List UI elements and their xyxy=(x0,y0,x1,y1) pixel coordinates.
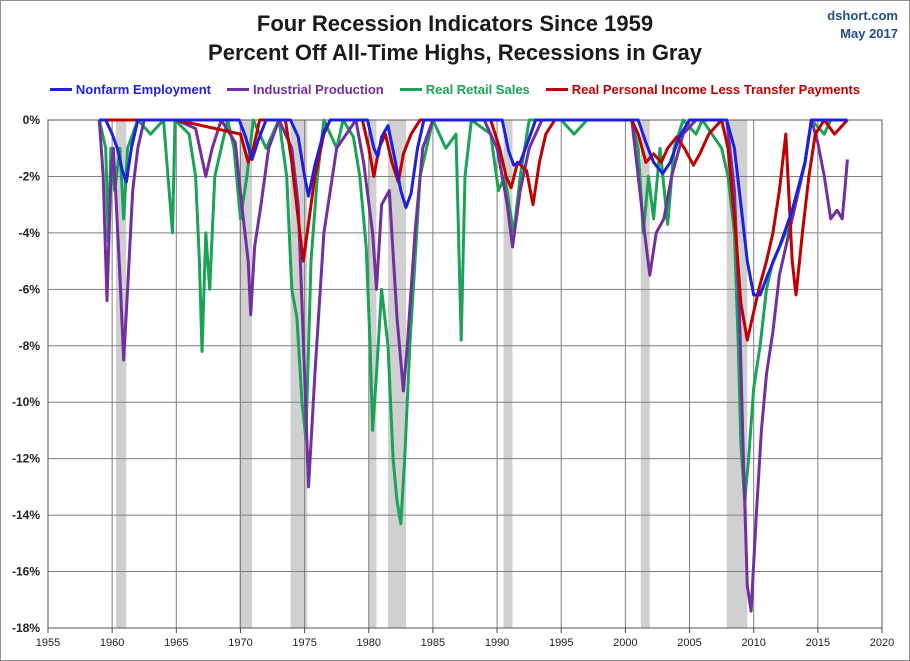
x-tick-label: 1955 xyxy=(36,637,60,649)
recession-band xyxy=(503,120,513,628)
x-tick-label: 2010 xyxy=(741,637,765,649)
legend: Nonfarm Employment Industrial Production… xyxy=(0,82,910,97)
legend-item-industrial-production: Industrial Production xyxy=(226,82,384,97)
legend-label: Nonfarm Employment xyxy=(75,82,211,97)
y-tick-label: -12% xyxy=(12,452,40,466)
legend-label: Real Retail Sales xyxy=(425,82,530,97)
chart-subtitle: Percent Off All-Time Highs, Recessions i… xyxy=(208,40,702,65)
recession-band xyxy=(726,120,748,628)
x-tick-label: 1960 xyxy=(100,637,124,649)
x-tick-label: 1975 xyxy=(292,637,316,649)
y-tick-label: -18% xyxy=(12,621,40,635)
legend-item-nonfarm-employment: Nonfarm Employment xyxy=(49,82,211,97)
source-name: dshort.com xyxy=(827,8,898,23)
y-tick-label: -4% xyxy=(19,226,41,240)
legend-item-real-retail-sales: Real Retail Sales xyxy=(399,82,530,97)
x-tick-label: 1980 xyxy=(357,637,381,649)
x-tick-label: 2015 xyxy=(806,637,830,649)
y-tick-label: -2% xyxy=(19,169,41,183)
legend-swatch xyxy=(399,88,422,91)
legend-swatch xyxy=(49,88,72,91)
x-tick-label: 1985 xyxy=(421,637,445,649)
legend-label: Industrial Production xyxy=(252,82,384,97)
x-tick-label: 2005 xyxy=(677,637,701,649)
x-tick-label: 1970 xyxy=(228,637,252,649)
legend-item-real-personal-income: Real Personal Income Less Transfer Payme… xyxy=(545,82,861,97)
x-tick-label: 1995 xyxy=(549,637,573,649)
y-tick-label: 0% xyxy=(23,113,41,127)
series-line-real-retail-sales xyxy=(97,118,848,526)
y-tick-label: -14% xyxy=(12,508,40,522)
legend-label: Real Personal Income Less Transfer Payme… xyxy=(571,82,861,97)
y-tick-label: -6% xyxy=(19,282,41,296)
recession-band xyxy=(239,120,253,628)
y-tick-label: -10% xyxy=(12,395,40,409)
y-tick-label: -8% xyxy=(19,339,41,353)
x-tick-label: 2020 xyxy=(870,637,894,649)
chart-title: Four Recession Indicators Since 1959 xyxy=(256,11,654,36)
series-line-real-personal-income xyxy=(99,118,849,342)
y-tick-label: -16% xyxy=(12,565,40,579)
source-date: May 2017 xyxy=(840,26,898,41)
x-tick-label: 1965 xyxy=(164,637,188,649)
recession-band xyxy=(116,120,127,628)
series-line-nonfarm-employment xyxy=(99,118,848,297)
x-tick-label: 1990 xyxy=(485,637,509,649)
series-line-industrial-production xyxy=(97,118,849,613)
recession-band xyxy=(640,120,650,628)
x-tick-label: 2000 xyxy=(613,637,637,649)
recession-band xyxy=(368,120,377,628)
legend-swatch xyxy=(226,88,249,91)
legend-swatch xyxy=(545,88,568,91)
